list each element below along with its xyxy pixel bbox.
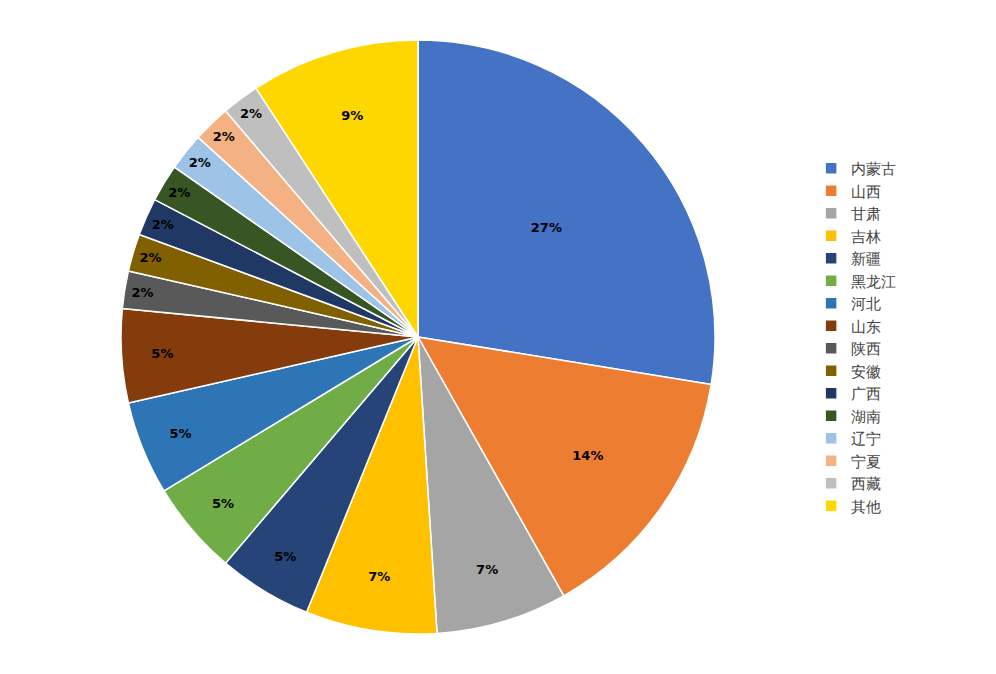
svg-text:2%: 2% [131, 285, 153, 300]
svg-text:7%: 7% [476, 562, 498, 577]
svg-text:陕西: 陕西 [851, 340, 881, 358]
svg-text:2%: 2% [168, 185, 190, 200]
svg-text:宁夏: 宁夏 [851, 453, 881, 471]
svg-text:西藏: 西藏 [851, 475, 881, 493]
svg-text:2%: 2% [240, 106, 262, 121]
svg-text:27%: 27% [531, 220, 562, 235]
svg-text:14%: 14% [572, 448, 603, 463]
svg-text:新疆: 新疆 [851, 250, 881, 268]
svg-text:广西: 广西 [851, 385, 881, 403]
svg-text:2%: 2% [213, 129, 235, 144]
svg-text:河北: 河北 [851, 295, 881, 313]
svg-text:安徽: 安徽 [851, 363, 881, 381]
svg-text:2%: 2% [189, 155, 211, 170]
svg-text:2%: 2% [152, 217, 174, 232]
svg-text:5%: 5% [170, 426, 192, 441]
svg-text:黑龙江: 黑龙江 [851, 273, 896, 291]
svg-text:其他: 其他 [851, 498, 881, 516]
svg-text:7%: 7% [368, 569, 390, 584]
svg-text:吉林: 吉林 [851, 228, 881, 246]
svg-text:5%: 5% [274, 549, 296, 564]
svg-text:湖南: 湖南 [851, 408, 881, 426]
svg-text:9%: 9% [341, 108, 363, 123]
svg-text:辽宁: 辽宁 [851, 430, 881, 448]
svg-text:甘肃: 甘肃 [851, 205, 881, 223]
svg-text:2%: 2% [139, 250, 161, 265]
svg-text:山西: 山西 [851, 183, 881, 201]
svg-text:5%: 5% [151, 346, 173, 361]
svg-text:山东: 山东 [851, 318, 881, 336]
svg-text:5%: 5% [212, 496, 234, 511]
svg-text:内蒙古: 内蒙古 [851, 160, 896, 178]
